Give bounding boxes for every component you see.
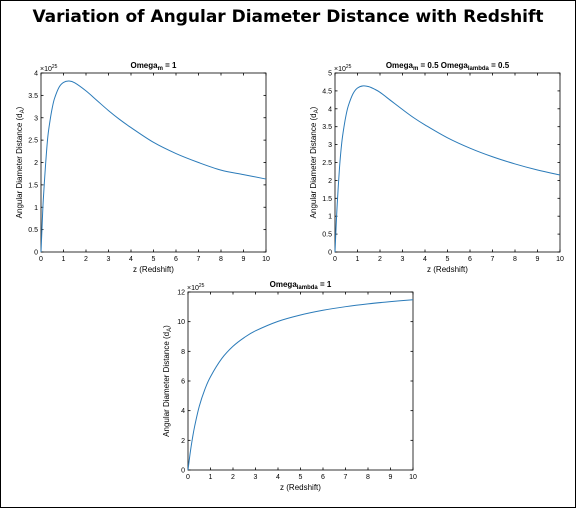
y-tick-label: 1.5 (28, 182, 38, 189)
x-tick-label: 5 (152, 256, 156, 263)
y-tick-label: 3 (34, 115, 38, 122)
y-tick-label: 3.5 (322, 124, 332, 131)
y-tick-label: 0 (181, 468, 185, 475)
y-axis-label: Angular Diameter Distance (dA) (162, 325, 173, 437)
y-tick-label: 6 (181, 379, 185, 386)
x-tick-label: 2 (231, 474, 235, 481)
data-series-line (40, 80, 267, 253)
y-tick-label: 4.5 (322, 88, 332, 95)
y-axis-label: Angular Diameter Distance (dA) (15, 106, 26, 218)
x-tick-label: 6 (174, 256, 178, 263)
x-tick-label: 2 (378, 256, 382, 263)
y-tick-label: 2 (181, 438, 185, 445)
x-tick-label: 9 (242, 256, 246, 263)
y-multiplier: ×1025 (40, 64, 58, 73)
axes-box (40, 72, 267, 253)
x-tick-label: 6 (321, 474, 325, 481)
axes-box (334, 72, 561, 253)
y-multiplier: ×1025 (187, 283, 205, 292)
x-tick-label: 4 (129, 256, 133, 263)
data-series-line (334, 85, 561, 253)
x-tick-label: 3 (254, 474, 258, 481)
x-tick-label: 3 (401, 256, 405, 263)
x-tick-label: 2 (84, 256, 88, 263)
y-tick-label: 0.5 (28, 227, 38, 234)
x-tick-label: 1 (62, 256, 66, 263)
x-tick-label: 7 (491, 256, 495, 263)
y-tick-label: 4 (34, 71, 38, 78)
x-tick-label: 3 (107, 256, 111, 263)
x-tick-label: 5 (446, 256, 450, 263)
x-axis-label: z (Redshift) (427, 265, 468, 274)
y-tick-label: 0 (34, 250, 38, 257)
x-tick-label: 1 (209, 474, 213, 481)
x-axis-label: z (Redshift) (133, 265, 174, 274)
data-series-line (187, 299, 414, 471)
x-tick-label: 8 (513, 256, 517, 263)
x-tick-label: 10 (409, 474, 417, 481)
x-tick-label: 10 (556, 256, 564, 263)
x-tick-label: 8 (366, 474, 370, 481)
x-tick-label: 9 (389, 474, 393, 481)
y-tick-label: 2.5 (322, 160, 332, 167)
x-tick-label: 10 (262, 256, 270, 263)
x-tick-label: 4 (423, 256, 427, 263)
x-tick-label: 8 (219, 256, 223, 263)
y-tick-label: 10 (177, 319, 185, 326)
y-tick-label: 0.5 (322, 232, 332, 239)
x-tick-label: 1 (356, 256, 360, 263)
x-axis-label: z (Redshift) (280, 483, 321, 492)
y-axis-label: Angular Diameter Distance (dA) (309, 106, 320, 218)
x-tick-label: 4 (276, 474, 280, 481)
axes-box (187, 291, 414, 471)
y-tick-label: 4 (181, 408, 185, 415)
y-tick-label: 3.5 (28, 93, 38, 100)
x-tick-label: 6 (468, 256, 472, 263)
y-tick-label: 2.5 (28, 138, 38, 145)
x-tick-label: 0 (39, 256, 43, 263)
x-tick-label: 7 (197, 256, 201, 263)
panel-title: Omegam = 0.5 Omegalambda = 0.5 (386, 61, 510, 72)
x-tick-label: 0 (333, 256, 337, 263)
y-tick-label: 3 (328, 142, 332, 149)
panel-title: Omegam = 1 (130, 61, 177, 72)
y-tick-label: 1 (328, 214, 332, 221)
figure-title: Variation of Angular Diameter Distance w… (32, 7, 544, 27)
x-tick-label: 5 (299, 474, 303, 481)
y-tick-label: 2 (328, 178, 332, 185)
y-tick-label: 4 (328, 106, 332, 113)
y-tick-label: 0 (328, 250, 332, 257)
y-tick-label: 8 (181, 349, 185, 356)
x-tick-label: 7 (344, 474, 348, 481)
x-tick-label: 0 (186, 474, 190, 481)
y-tick-label: 5 (328, 71, 332, 78)
panel-title: Omegalambda = 1 (270, 280, 332, 291)
y-tick-label: 12 (177, 290, 185, 297)
y-tick-label: 1.5 (322, 196, 332, 203)
y-tick-label: 1 (34, 205, 38, 212)
y-tick-label: 2 (34, 160, 38, 167)
x-tick-label: 9 (536, 256, 540, 263)
y-multiplier: ×1025 (334, 64, 352, 73)
